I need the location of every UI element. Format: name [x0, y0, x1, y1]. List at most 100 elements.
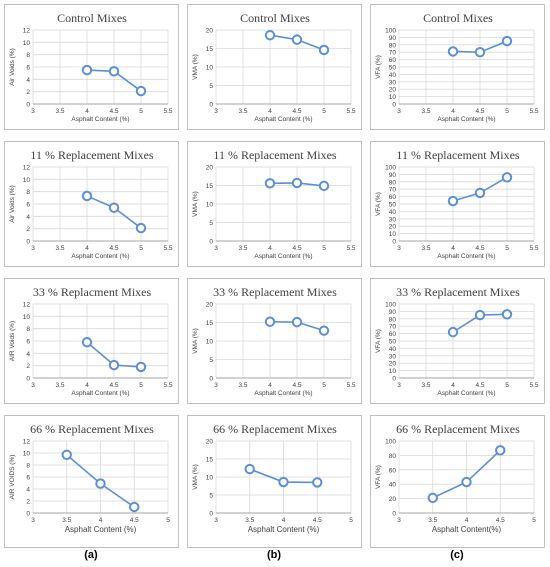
y-tick-label: 40 — [389, 482, 397, 489]
chart-title: 33 % Replacement Mixes — [396, 285, 520, 299]
chart-panel-b1: Control Mixes 0 5 10 15 20 3 3.5 4 4.5 5 5.5 Asphalt… — [187, 4, 362, 130]
x-tick-label: 3 — [214, 382, 218, 389]
y-tick-label: 90 — [389, 309, 397, 316]
x-tick-label: 4.5 — [109, 382, 118, 389]
y-tick-label: 30 — [389, 216, 397, 223]
x-tick-label: 5.5 — [163, 382, 172, 389]
y-tick-label: 12 — [23, 302, 31, 309]
y-tick-label: 20 — [389, 361, 397, 368]
chart-title: Control Mixes — [57, 11, 127, 25]
x-tick-label: 3 — [214, 245, 218, 252]
y-tick-label: 10 — [23, 451, 31, 458]
chart-panel-c2: 11 % Replacement Mixes 010203040506070809… — [370, 141, 545, 267]
x-tick-label: 4 — [451, 245, 455, 252]
x-tick-label: 4 — [268, 245, 272, 252]
y-tick-label: 10 — [389, 368, 397, 375]
x-tick-label: 3.5 — [238, 245, 247, 252]
x-axis-label: Asphalt Content (%) — [437, 390, 495, 397]
chart-title: 11 % Replacement Mixes — [396, 148, 520, 162]
y-tick-label: 10 — [23, 177, 31, 184]
y-tick-label: 100 — [385, 302, 396, 309]
chart-title: 11 % Replacement Mixes — [30, 148, 154, 162]
y-axis-label: Air Voids (%) — [9, 48, 16, 86]
y-tick-label: 10 — [206, 202, 214, 209]
x-tick-label: 3 — [397, 108, 401, 115]
y-tick-label: 20 — [389, 224, 397, 231]
x-axis-label: Asphalt Content (%) — [71, 253, 129, 260]
y-tick-label: 0 — [26, 511, 30, 518]
y-tick-label: 0 — [209, 102, 213, 109]
y-tick-label: 80 — [389, 316, 397, 323]
x-tick-label: 5.5 — [163, 108, 172, 115]
y-tick-label: 40 — [389, 209, 397, 216]
x-tick-label: 4.5 — [496, 517, 505, 524]
x-tick-label: 5 — [349, 517, 353, 524]
x-tick-label: 3 — [397, 245, 401, 252]
y-axis-label: VMA (%) — [192, 54, 199, 80]
y-tick-label: 80 — [389, 453, 397, 460]
column-label-b: (b) — [266, 549, 282, 561]
y-tick-label: 60 — [389, 194, 397, 201]
x-tick-label: 4.5 — [475, 382, 484, 389]
y-tick-label: 90 — [389, 172, 397, 179]
y-tick-label: 30 — [389, 79, 397, 86]
y-tick-label: 8 — [26, 52, 30, 59]
data-point — [108, 359, 120, 371]
y-tick-label: 5 — [209, 357, 213, 364]
x-axis-label: Asphalt Content (%) — [254, 116, 312, 123]
x-tick-label: 4.5 — [109, 108, 118, 115]
y-tick-label: 80 — [389, 179, 397, 186]
y-tick-label: 2 — [26, 89, 30, 96]
y-tick-label: 10 — [389, 94, 397, 101]
y-tick-label: 0 — [26, 102, 30, 109]
y-axis-label: VMA (%) — [192, 328, 199, 354]
y-tick-label: 20 — [206, 302, 214, 309]
x-tick-label: 5 — [166, 517, 170, 524]
data-point — [264, 316, 276, 327]
chart-title: 66 % Replacement Mixes — [30, 422, 154, 436]
chart-panel-b4: 66 % Replacement Mixes 0 5 10 15 20 3 3.5 4 4.5 5 A… — [187, 415, 362, 548]
y-tick-label: 70 — [389, 50, 397, 57]
x-axis-label: Asphalt Content (%) — [254, 390, 312, 397]
x-tick-label: 5.5 — [346, 108, 355, 115]
y-tick-label: 20 — [389, 496, 397, 503]
chart-title: 11 % Replacement Mixes — [213, 148, 337, 162]
data-point — [318, 325, 330, 336]
data-point — [129, 501, 140, 513]
data-point — [108, 202, 120, 213]
panel-frame — [4, 415, 179, 548]
x-tick-label: 5 — [505, 245, 509, 252]
y-tick-label: 30 — [389, 353, 397, 360]
x-tick-label: 5 — [505, 108, 509, 115]
data-point — [95, 478, 106, 489]
y-tick-label: 100 — [385, 28, 396, 35]
data-point — [81, 337, 93, 348]
x-axis-label: Asphalt Content (%) — [248, 525, 320, 534]
y-tick-label: 10 — [389, 231, 397, 238]
y-tick-label: 2 — [26, 499, 30, 506]
y-tick-label: 50 — [389, 202, 397, 209]
x-tick-label: 5 — [139, 382, 143, 389]
y-tick-label: 5 — [209, 220, 213, 227]
chart-title: Control Mixes — [423, 11, 493, 25]
data-point — [264, 29, 276, 41]
data-point — [495, 445, 506, 456]
chart-panel-a4: 66 % Replacement Mixes 0 2 4 6 8 10 12 3 3.5 4 4.5 5… — [4, 415, 179, 548]
x-axis-label: Asphalt Content(%) — [432, 525, 502, 534]
y-tick-label: 4 — [26, 351, 30, 358]
y-tick-label: 0 — [209, 376, 213, 383]
x-tick-label: 3 — [397, 382, 401, 389]
y-tick-label: 12 — [23, 165, 31, 172]
chart-panel-b2: 11 % Replacement Mixes 0 5 10 15 20 3 3.5 4 4.5 5 5… — [187, 141, 362, 267]
x-axis-label: Asphalt Content (%) — [65, 525, 137, 534]
y-tick-label: 15 — [206, 320, 214, 327]
y-tick-label: 12 — [23, 439, 31, 446]
data-point — [501, 35, 513, 47]
x-tick-label: 3.5 — [421, 245, 430, 252]
x-tick-label: 3.5 — [55, 382, 64, 389]
data-point — [474, 47, 486, 58]
y-axis-label: VMA (%) — [192, 464, 199, 490]
y-tick-label: 70 — [389, 324, 397, 331]
chart-title: 33 % Replacement Mixes — [213, 285, 337, 299]
